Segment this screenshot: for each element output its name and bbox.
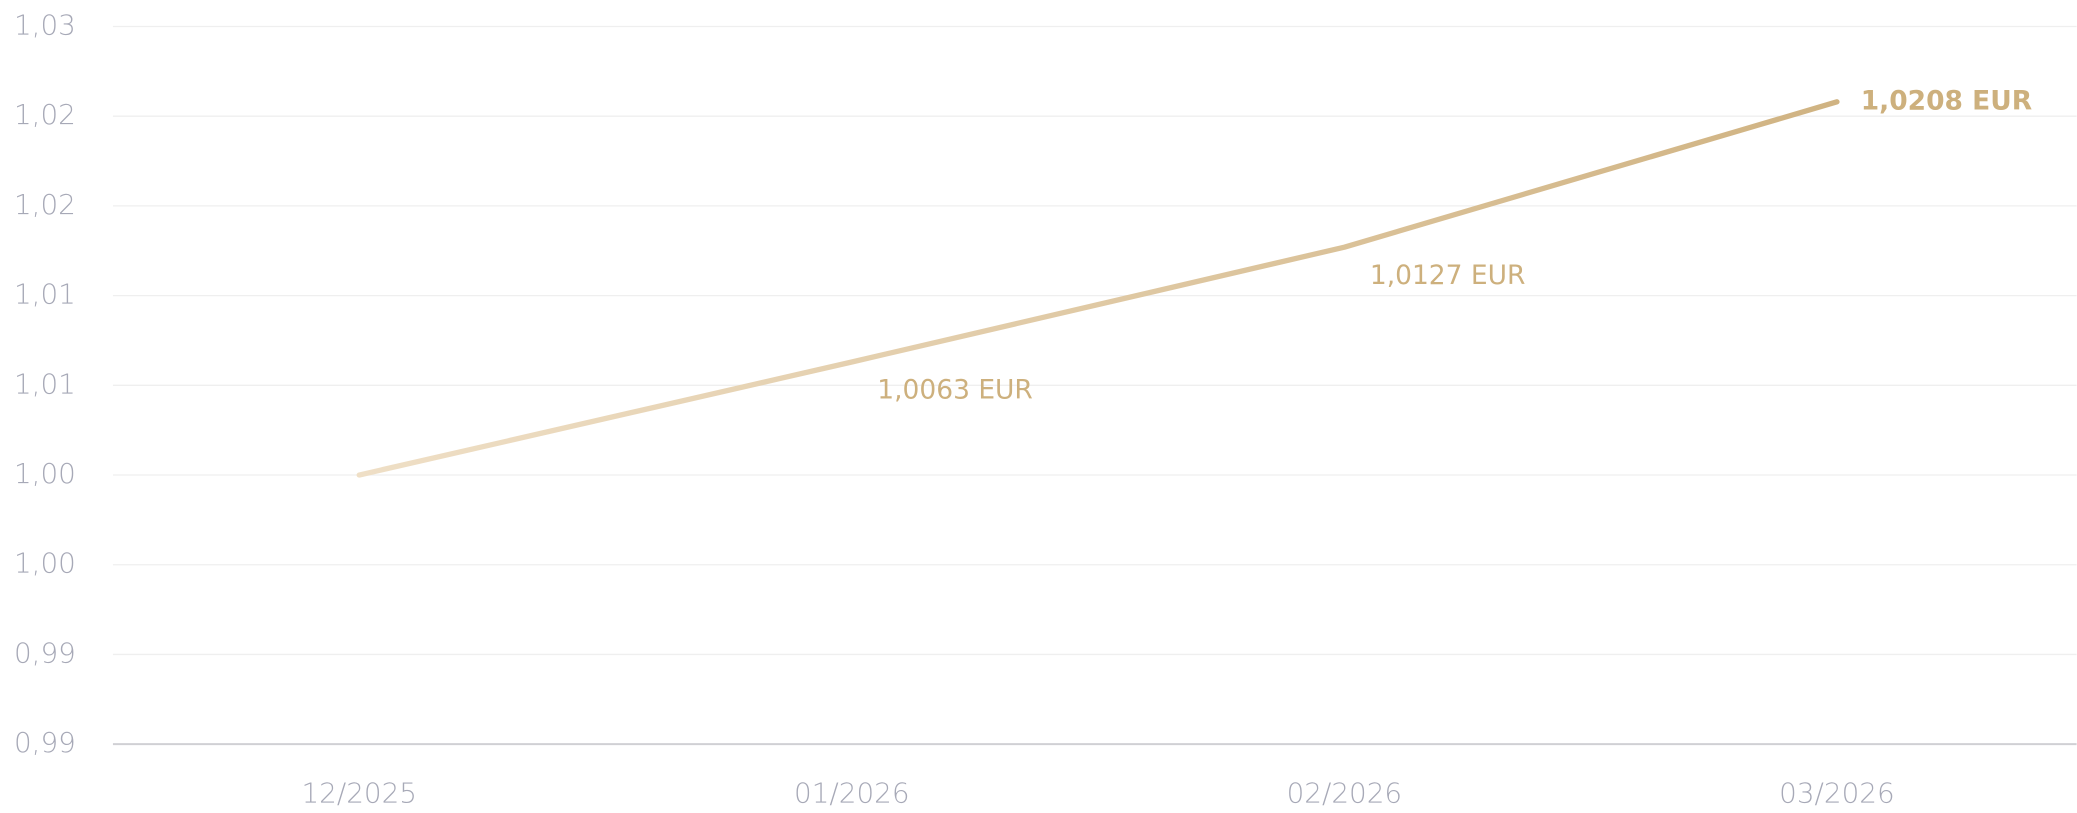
y-tick-label: 1,01 bbox=[14, 278, 76, 311]
x-tick-label: 12/2025 bbox=[301, 776, 416, 809]
value-label: 1,0063 EUR bbox=[877, 375, 1033, 406]
value-label: 1,0127 EUR bbox=[1370, 260, 1526, 291]
y-tick-label: 0,99 bbox=[14, 726, 76, 759]
value-label: 1,0208 EUR bbox=[1861, 85, 2032, 116]
series-line bbox=[356, 99, 1840, 478]
y-tick-label: 1,02 bbox=[14, 188, 76, 221]
y-tick-label: 1,03 bbox=[14, 8, 76, 41]
y-tick-label: 1,00 bbox=[14, 547, 76, 580]
y-tick-label: 1,01 bbox=[14, 367, 76, 400]
y-tick-label: 0,99 bbox=[14, 636, 76, 669]
x-tick-label: 01/2026 bbox=[794, 776, 909, 809]
x-tick-label: 03/2026 bbox=[1779, 776, 1894, 809]
y-tick-label: 1,02 bbox=[14, 98, 76, 131]
y-tick-label: 1,00 bbox=[14, 457, 76, 490]
x-tick-label: 02/2026 bbox=[1287, 776, 1402, 809]
